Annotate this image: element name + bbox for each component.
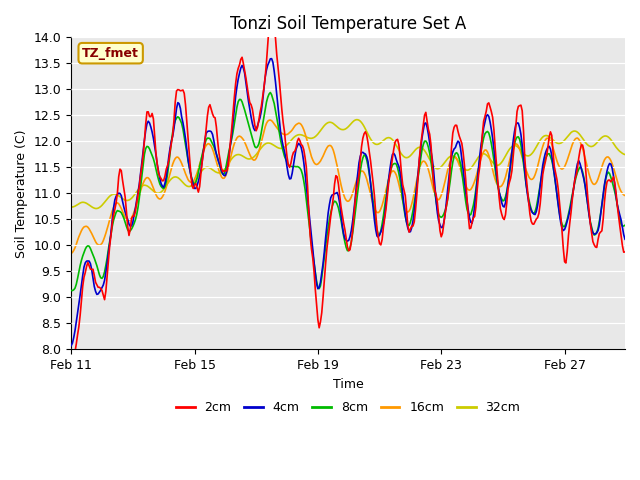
- Title: Tonzi Soil Temperature Set A: Tonzi Soil Temperature Set A: [230, 15, 466, 33]
- Text: TZ_fmet: TZ_fmet: [82, 47, 139, 60]
- Legend: 2cm, 4cm, 8cm, 16cm, 32cm: 2cm, 4cm, 8cm, 16cm, 32cm: [171, 396, 525, 419]
- Y-axis label: Soil Temperature (C): Soil Temperature (C): [15, 129, 28, 258]
- X-axis label: Time: Time: [333, 378, 364, 391]
